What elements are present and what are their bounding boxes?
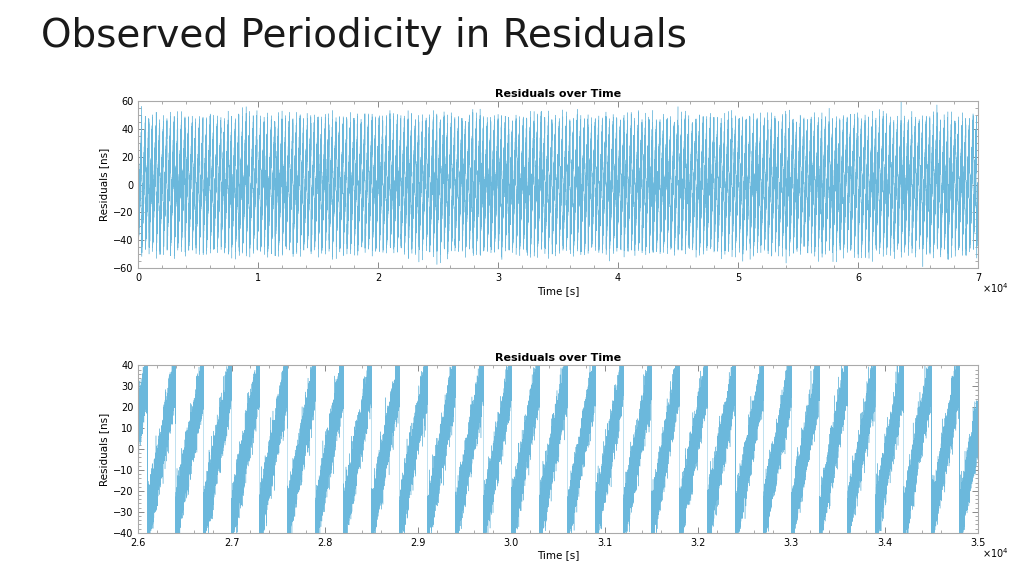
Text: Observed Periodicity in Residuals: Observed Periodicity in Residuals — [41, 17, 687, 55]
Title: Residuals over Time: Residuals over Time — [495, 353, 622, 363]
Y-axis label: Residuals [ns]: Residuals [ns] — [98, 412, 109, 486]
X-axis label: Time [s]: Time [s] — [537, 551, 580, 560]
Text: $\times10^4$: $\times10^4$ — [982, 282, 1009, 295]
Text: $\times10^4$: $\times10^4$ — [982, 546, 1009, 560]
X-axis label: Time [s]: Time [s] — [537, 286, 580, 296]
Title: Residuals over Time: Residuals over Time — [495, 89, 622, 98]
Y-axis label: Residuals [ns]: Residuals [ns] — [98, 148, 109, 221]
